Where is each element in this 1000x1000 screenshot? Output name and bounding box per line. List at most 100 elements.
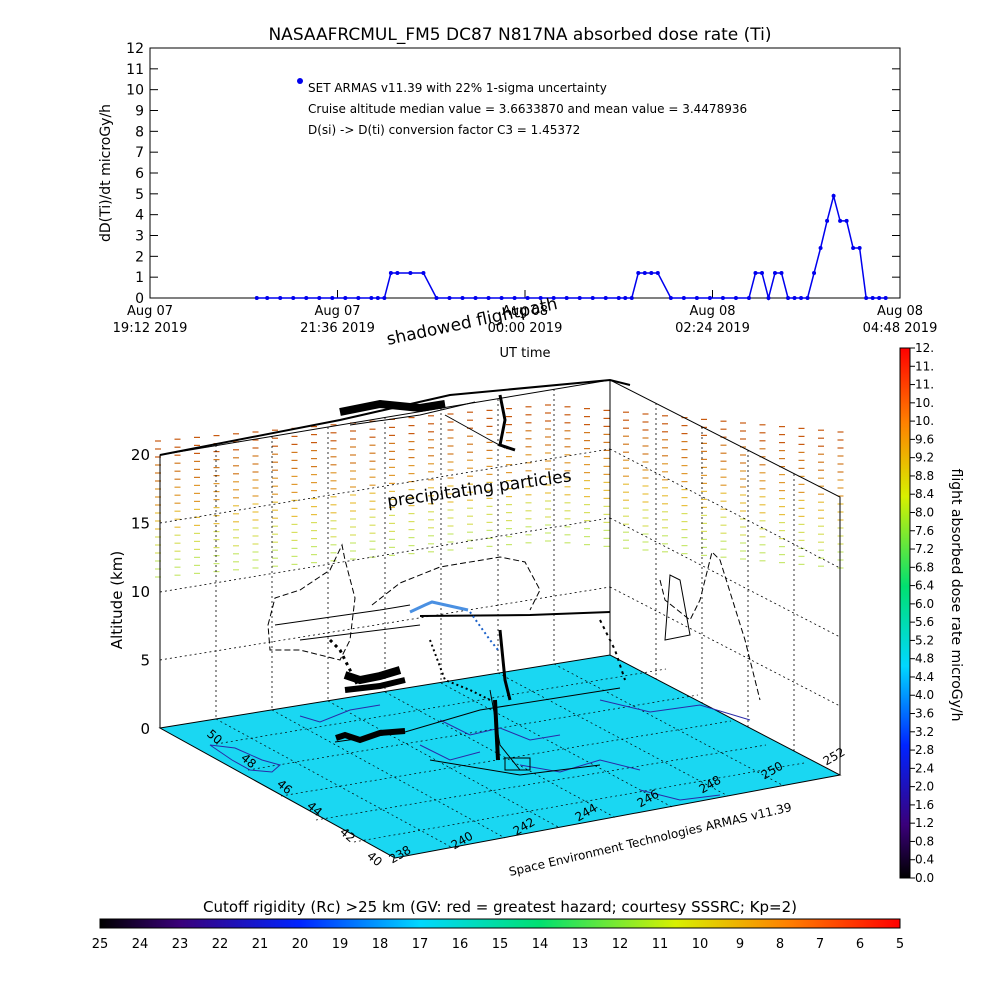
dose-point (408, 271, 413, 275)
rigidity-tick-label: 6 (856, 937, 864, 952)
altitude-tick-label: 20 (131, 446, 150, 464)
x-axis-label: UT time (500, 346, 551, 361)
y-tick-label: 2 (135, 249, 144, 265)
colorbar-tick-label: 7.6 (915, 524, 934, 538)
dose-point (499, 296, 504, 300)
altitude-tick-label: 0 (140, 720, 150, 738)
colorbar-gradient (899, 347, 911, 879)
dose-point (395, 271, 400, 275)
colorbar-tick-label: 10. (915, 396, 934, 410)
y-axis-label: dD(Ti)/dt microGy/h (98, 104, 114, 242)
dose-point (838, 218, 843, 223)
rigidity-gradient (99, 918, 901, 929)
dose-point (525, 296, 530, 300)
dose-point (779, 271, 784, 275)
rigidity-tick-label: 10 (692, 937, 709, 952)
dose-point (805, 296, 810, 300)
rigidity-tick-label: 23 (172, 937, 189, 952)
longitude-tick-label: 252 (821, 745, 848, 769)
dose-point (369, 296, 374, 300)
colorbar-tick-label: 1.6 (915, 798, 934, 812)
rigidity-tick-label: 7 (816, 937, 824, 952)
rigidity-tick-label: 20 (292, 937, 309, 952)
dose-point (460, 296, 465, 300)
dose-point (707, 296, 712, 300)
colorbar-tick-label: 5.6 (915, 615, 934, 629)
altitude-axis-label: Altitude (km) (108, 551, 126, 649)
legend-line-1: SET ARMAS v11.39 with 22% 1-sigma uncert… (308, 81, 607, 95)
y-tick-label: 1 (135, 270, 144, 286)
rigidity-tick-label: 18 (372, 937, 389, 952)
rigidity-ticks: 25 24 23 22 21 20 19 18 17 16 15 14 13 12 11 10 9 8 7 6 5 (92, 937, 904, 952)
y-tick-label: 11 (126, 62, 144, 78)
dose-point (851, 246, 856, 250)
ground-map (158, 654, 842, 859)
colorbar-tick-label: 2.4 (915, 761, 934, 775)
y-tick-label: 10 (126, 83, 144, 99)
colorbar-tick-label: 1.2 (915, 816, 934, 830)
rigidity-tick-label: 14 (532, 937, 549, 952)
dose-point (655, 271, 660, 275)
altitude-tick-label: 10 (131, 583, 150, 601)
dose-point (603, 296, 608, 300)
dose-point (733, 296, 738, 300)
rigidity-tick-label: 25 (92, 937, 109, 952)
colorbar-tick-label: 4.8 (915, 652, 934, 666)
dose-point (356, 296, 361, 300)
dose-rate-panel: NASAAFRCMUL_FM5 DC87 N817NA absorbed dos… (98, 25, 937, 361)
latitude-tick-label: 40 (364, 849, 385, 870)
legend-marker (297, 78, 303, 84)
dose-point (382, 296, 387, 300)
dose-point (773, 271, 777, 275)
x-tick-date: Aug 08 (502, 304, 548, 319)
colorbar-tick-label: 9.2 (915, 451, 934, 465)
colorbar-tick-label: 10. (915, 414, 934, 428)
colorbar-tick-label: 12. (915, 341, 934, 355)
x-tick-time: 00:00 2019 (488, 321, 563, 336)
x-tick-date: Aug 07 (314, 304, 360, 319)
ground-shadow (334, 687, 621, 776)
dose-point (642, 271, 647, 275)
colorbar-tick-label: 4.4 (915, 670, 934, 684)
rigidity-tick-label: 8 (776, 937, 784, 952)
x-tick-date: Aug 08 (877, 304, 923, 319)
rigidity-tick-label: 11 (652, 937, 669, 952)
y-tick-label: 9 (135, 104, 144, 120)
dose-point (291, 296, 296, 300)
colorbar-label: flight absorbed dose rate microGy/h (948, 469, 964, 722)
colorbar-tick-label: 11. (915, 378, 934, 392)
dose-point (590, 296, 595, 300)
dose-point (877, 296, 882, 300)
flight-track (328, 600, 626, 701)
dose-point (551, 296, 556, 300)
colorbar-tick-label: 8.4 (915, 487, 934, 501)
dose-point (388, 271, 393, 275)
dose-line (256, 192, 886, 301)
dose-point (786, 296, 791, 300)
colorbar-tick-label: 7.2 (915, 542, 934, 556)
dose-point (636, 271, 641, 275)
cutoff-rigidity-bar: Cutoff rigidity (Rc) >25 km (GV: red = g… (92, 898, 904, 952)
dose-point (564, 296, 569, 300)
dose-point (616, 296, 621, 300)
dose-point (434, 296, 439, 300)
dose-point (343, 296, 348, 300)
y-tick-label: 7 (135, 145, 144, 161)
colorbar-tick-label: 5.2 (915, 633, 934, 647)
dose-point (278, 296, 283, 300)
dose-point (254, 296, 259, 300)
dose-colorbar: 12. 11. 11. 10. 10. 9.6 9.2 8.8 8.4 8.0 7.6 7.2 6.8 6… (899, 341, 964, 885)
rigidity-tick-label: 21 (252, 937, 269, 952)
rigidity-tick-label: 24 (132, 937, 149, 952)
y-tick-label: 12 (126, 41, 144, 57)
colorbar-tick-label: 6.8 (915, 560, 934, 574)
dose-point (792, 296, 797, 300)
dose-point (486, 296, 491, 300)
dose-point (746, 296, 751, 300)
dose-point (304, 296, 309, 300)
dose-point (857, 246, 862, 250)
colorbar-tick-label: 11. (915, 359, 934, 373)
dose-point (421, 271, 426, 275)
y-tick-label: 6 (135, 166, 144, 182)
